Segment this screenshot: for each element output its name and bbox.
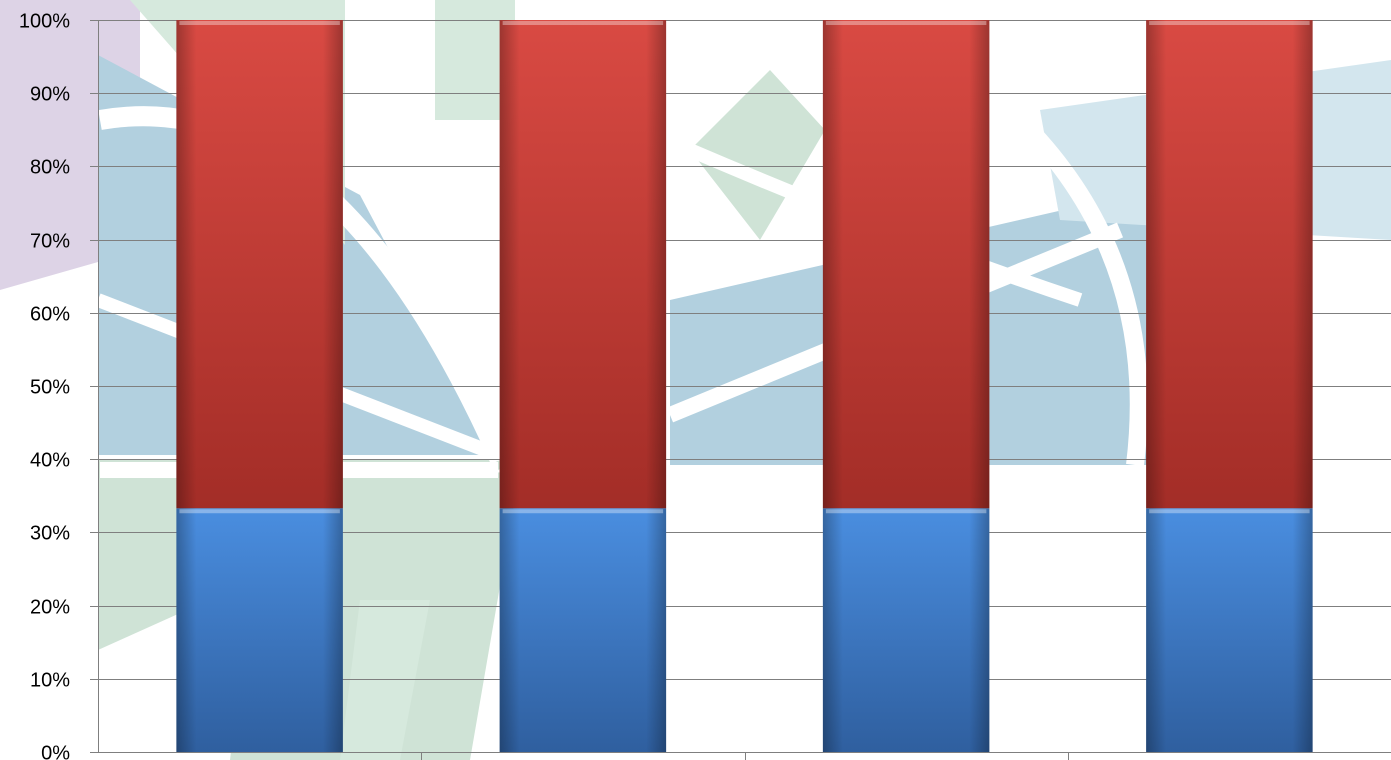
- bar-stack: [822, 20, 990, 752]
- y-tick-label: 20%: [30, 597, 70, 619]
- y-tick-label: 70%: [30, 231, 70, 253]
- bar-highlight: [502, 509, 664, 514]
- bar-shading: [1146, 20, 1313, 509]
- x-axis: [98, 752, 1391, 760]
- bar-shading: [499, 20, 667, 509]
- y-tick-label: 50%: [30, 377, 70, 399]
- bar-stack: [176, 20, 343, 752]
- y-tick-label: 100%: [19, 11, 70, 33]
- bar-highlight: [179, 509, 340, 514]
- bar-highlight: [1149, 509, 1310, 514]
- bar-highlight: [502, 21, 664, 25]
- bar-highlight: [1149, 21, 1310, 25]
- bars: [176, 20, 1313, 752]
- bar-shading: [1146, 508, 1313, 752]
- bar-highlight: [825, 509, 987, 514]
- y-tick-label: 10%: [30, 670, 70, 692]
- y-axis: 0% 10% 20% 30% 40% 50% 60% 70% 80% 90% 100%: [19, 11, 99, 760]
- bar-shading: [499, 508, 667, 752]
- y-tick-label: 90%: [30, 84, 70, 106]
- bar-shading: [176, 508, 343, 752]
- bar-shading: [822, 508, 990, 752]
- bar-highlight: [179, 21, 340, 25]
- bar-shading: [822, 20, 990, 509]
- y-tick-label: 30%: [30, 523, 70, 545]
- bar-stack: [499, 20, 667, 752]
- y-tick-label: 40%: [30, 450, 70, 472]
- bar-shading: [176, 20, 343, 509]
- bar-stack: [1146, 20, 1313, 752]
- y-tick-label: 80%: [30, 157, 70, 179]
- y-tick-label: 0%: [41, 743, 70, 760]
- bar-highlight: [825, 21, 987, 25]
- y-tick-label: 60%: [30, 304, 70, 326]
